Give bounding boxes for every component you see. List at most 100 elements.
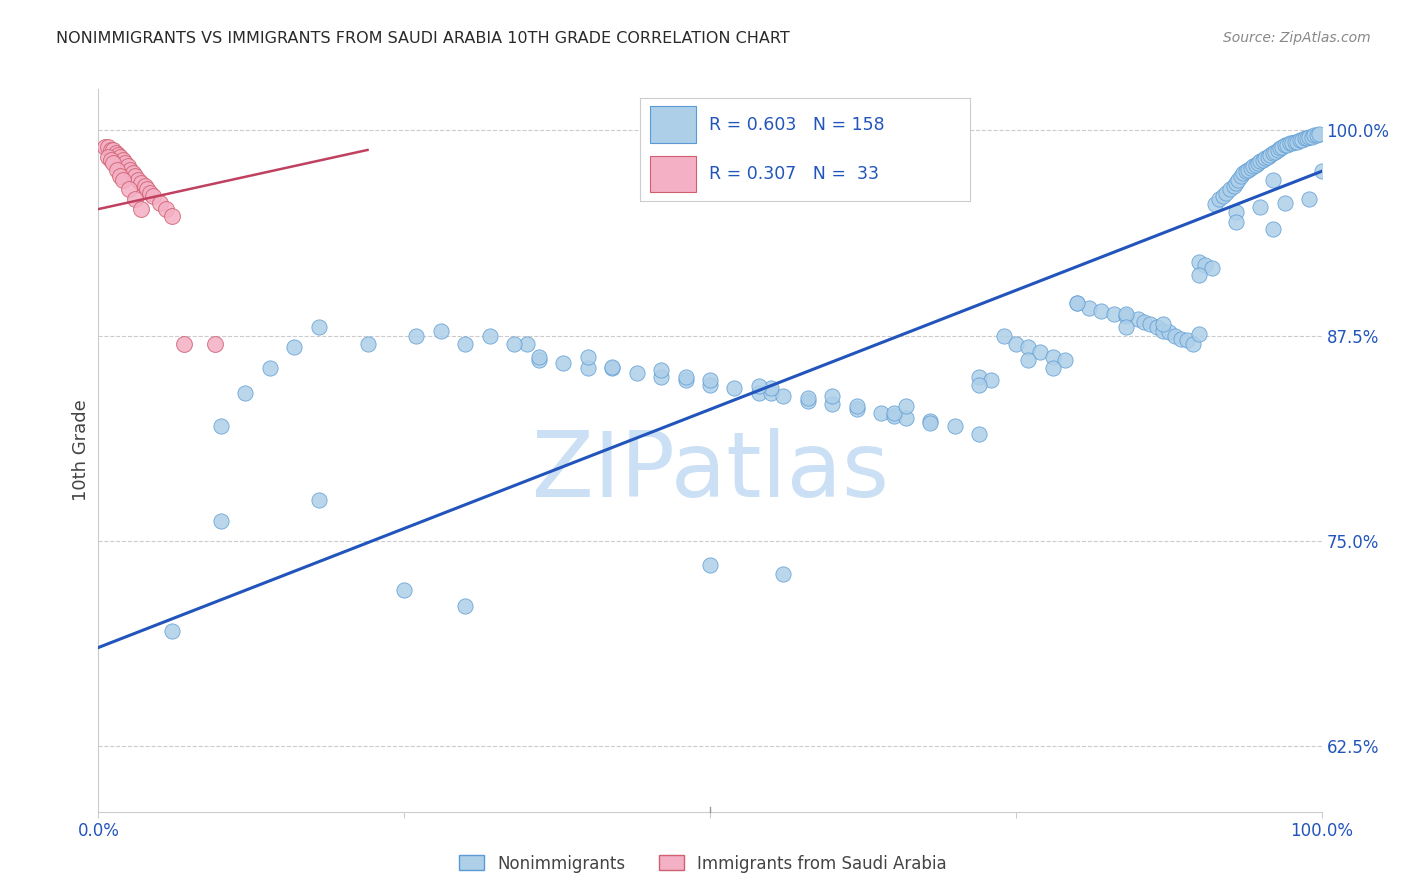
Point bbox=[1258, 148, 1281, 162]
Point bbox=[1310, 164, 1333, 178]
Point bbox=[1240, 161, 1263, 175]
Point bbox=[1264, 145, 1286, 159]
Point bbox=[1146, 320, 1168, 334]
Point bbox=[797, 394, 820, 409]
Point bbox=[1017, 353, 1039, 368]
Point bbox=[100, 153, 122, 167]
Point bbox=[1261, 146, 1284, 161]
Point bbox=[127, 172, 149, 186]
Point bbox=[821, 389, 844, 403]
Point bbox=[117, 160, 139, 174]
Bar bbox=[650, 106, 696, 144]
Point bbox=[1164, 328, 1187, 343]
Point bbox=[104, 146, 127, 161]
Point bbox=[527, 353, 550, 368]
Point bbox=[1194, 258, 1216, 272]
Point bbox=[1004, 336, 1026, 351]
Point bbox=[97, 139, 120, 153]
Point bbox=[160, 209, 183, 223]
Point bbox=[600, 361, 623, 376]
Point bbox=[1133, 315, 1156, 329]
Point bbox=[105, 162, 128, 177]
Point bbox=[527, 350, 550, 364]
Point bbox=[1152, 324, 1174, 338]
Text: NONIMMIGRANTS VS IMMIGRANTS FROM SAUDI ARABIA 10TH GRADE CORRELATION CHART: NONIMMIGRANTS VS IMMIGRANTS FROM SAUDI A… bbox=[56, 31, 790, 46]
Point bbox=[1249, 154, 1271, 169]
Point bbox=[883, 406, 905, 420]
Point bbox=[1219, 182, 1241, 196]
Point bbox=[503, 336, 526, 351]
Point bbox=[600, 359, 623, 374]
Point bbox=[1257, 149, 1279, 163]
Point bbox=[576, 350, 599, 364]
Point bbox=[1115, 320, 1137, 334]
Point bbox=[1298, 192, 1320, 206]
Point bbox=[1288, 133, 1310, 147]
Point bbox=[1241, 160, 1264, 174]
Point bbox=[356, 336, 378, 351]
Point bbox=[1152, 317, 1174, 331]
Point bbox=[772, 389, 794, 403]
Point bbox=[155, 202, 177, 216]
Point bbox=[1017, 340, 1039, 354]
Text: R = 0.307   N =  33: R = 0.307 N = 33 bbox=[709, 165, 879, 183]
Point bbox=[1301, 129, 1323, 144]
Text: Source: ZipAtlas.com: Source: ZipAtlas.com bbox=[1223, 31, 1371, 45]
Point bbox=[1284, 135, 1306, 149]
Point bbox=[1281, 136, 1303, 151]
Point bbox=[1204, 197, 1226, 211]
Point bbox=[1286, 135, 1309, 149]
Point bbox=[114, 156, 136, 170]
Point bbox=[142, 189, 165, 203]
Point bbox=[1090, 304, 1112, 318]
Point bbox=[454, 336, 477, 351]
Point bbox=[920, 416, 942, 430]
Point bbox=[699, 373, 721, 387]
Point bbox=[1251, 153, 1274, 167]
Point bbox=[675, 369, 697, 384]
Point bbox=[1029, 345, 1052, 359]
Point bbox=[1222, 179, 1244, 194]
Point bbox=[110, 169, 132, 184]
Text: R = 0.603   N = 158: R = 0.603 N = 158 bbox=[709, 116, 884, 134]
Point bbox=[748, 379, 770, 393]
Point bbox=[124, 169, 146, 184]
Legend: Nonimmigrants, Immigrants from Saudi Arabia: Nonimmigrants, Immigrants from Saudi Ara… bbox=[453, 848, 953, 880]
Point bbox=[1157, 325, 1180, 339]
Point bbox=[1296, 131, 1319, 145]
Point bbox=[699, 377, 721, 392]
Point bbox=[980, 373, 1002, 387]
Point bbox=[894, 399, 917, 413]
Point bbox=[1274, 195, 1296, 210]
Point bbox=[1225, 215, 1247, 229]
Point bbox=[1188, 268, 1211, 282]
Point bbox=[553, 356, 575, 370]
Point bbox=[209, 514, 232, 528]
Point bbox=[797, 391, 820, 405]
Point bbox=[1182, 336, 1205, 351]
Point bbox=[1306, 128, 1329, 143]
Point bbox=[1128, 312, 1150, 326]
Point bbox=[821, 397, 844, 411]
Point bbox=[1102, 307, 1125, 321]
Point bbox=[1308, 127, 1330, 141]
Point bbox=[1201, 261, 1223, 276]
Point bbox=[136, 182, 159, 196]
Point bbox=[1188, 326, 1211, 341]
Point bbox=[1267, 143, 1289, 157]
Point bbox=[160, 624, 183, 639]
Point bbox=[894, 410, 917, 425]
Point bbox=[1227, 172, 1250, 186]
Point bbox=[943, 418, 966, 433]
Point bbox=[1215, 186, 1237, 200]
Point bbox=[967, 427, 990, 442]
Point bbox=[149, 195, 172, 210]
Point bbox=[1234, 164, 1257, 178]
Bar bbox=[650, 155, 696, 193]
Point bbox=[699, 558, 721, 573]
Point bbox=[1271, 139, 1294, 153]
Point bbox=[1139, 317, 1161, 331]
Point bbox=[204, 336, 226, 351]
Point bbox=[101, 156, 124, 170]
Point bbox=[308, 320, 330, 334]
